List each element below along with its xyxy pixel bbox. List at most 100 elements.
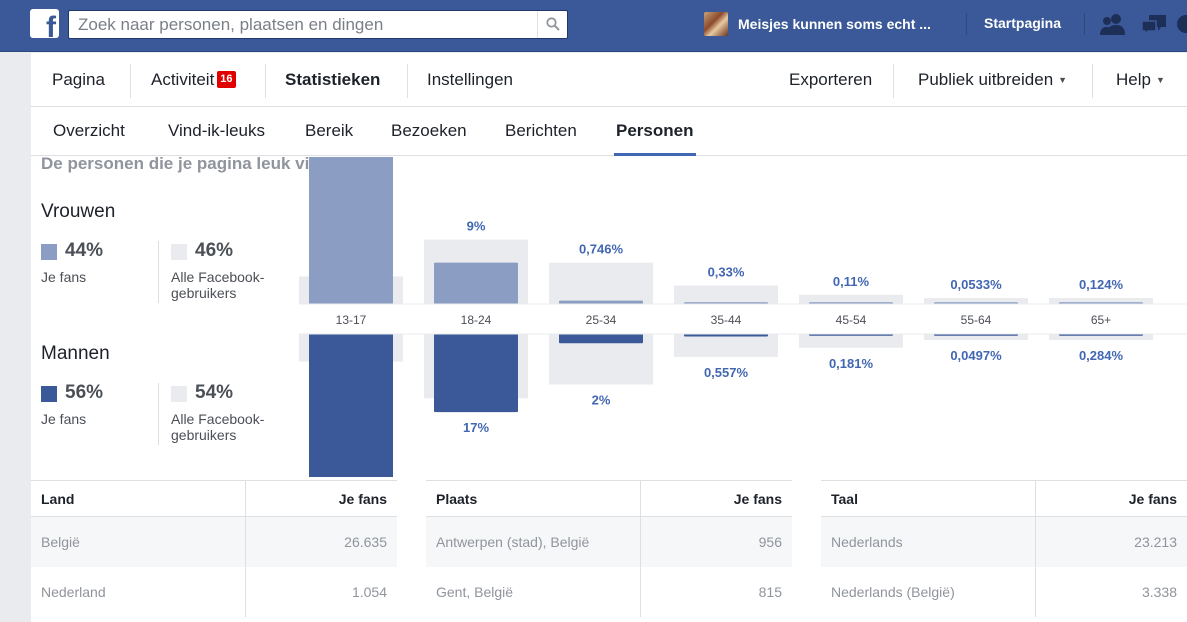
messages-icon[interactable] (1140, 12, 1168, 36)
friend-requests-icon[interactable] (1099, 12, 1127, 36)
city-name: Antwerpen (stad), België (436, 534, 590, 550)
nav-instellingen[interactable]: Instellingen (427, 70, 514, 89)
women-fans-swatch (41, 244, 57, 260)
tab-bezoeken[interactable]: Bezoeken (391, 121, 467, 140)
table-header: Plaats Je fans (426, 480, 792, 517)
men-all-users-bar (924, 334, 1028, 340)
divider (265, 64, 266, 98)
men-fans-swatch (41, 386, 57, 402)
table-row: Nederlands 23.213 (821, 517, 1187, 567)
table-row: Antwerpen (stad), België 956 (426, 517, 792, 567)
table-row: Nederland 1.054 (31, 567, 397, 617)
language-name: Nederlands (België) (831, 584, 955, 600)
divider (158, 241, 159, 303)
notifications-icon[interactable] (1176, 12, 1187, 36)
promote-label: Publiek uitbreiden (918, 70, 1054, 89)
divider (407, 64, 408, 98)
men-data-label: 0,0497% (950, 348, 1002, 363)
women-all-users-bar (1049, 298, 1153, 304)
section-title: De personen die je pagina leuk vinden. (41, 154, 355, 173)
women-all-label-1: Alle Facebook- (171, 269, 265, 285)
women-fans-bar (559, 300, 643, 304)
men-all-swatch (171, 386, 187, 402)
women-data-label: 0,33% (708, 265, 745, 280)
language-table: Taal Je fans Nederlands 23.213 Nederland… (821, 480, 1187, 617)
women-all-users-bar (799, 294, 903, 304)
fan-count: 1.054 (351, 584, 387, 600)
help-dropdown[interactable]: Help ▼ (1116, 53, 1165, 107)
promote-dropdown[interactable]: Publiek uitbreiden ▼ (918, 53, 1067, 107)
men-data-label: 0,284% (1079, 348, 1124, 363)
caret-down-icon: ▼ (1058, 75, 1068, 85)
avatar (704, 12, 728, 36)
divider (1092, 64, 1093, 98)
women-all-users-bar (674, 285, 778, 304)
export-button[interactable]: Exporteren (789, 70, 873, 89)
divider (130, 64, 131, 98)
home-link[interactable]: Startpagina (984, 15, 1062, 31)
divider (966, 13, 967, 35)
column-header-fans: Je fans (338, 491, 387, 507)
column-header-country: Land (41, 491, 75, 507)
age-tick-label: 65+ (1091, 313, 1111, 327)
activity-count-badge: 16 (217, 71, 236, 88)
women-all-swatch (171, 244, 187, 260)
nav-activiteit-label: Activiteit (151, 70, 215, 89)
women-data-label: 0,11% (833, 274, 870, 289)
tab-berichten[interactable]: Berichten (505, 121, 577, 140)
top-bar: f Meisjes kunnen soms echt ... Startpagi… (0, 0, 1187, 52)
women-data-label: 0,124% (1079, 277, 1124, 292)
search-icon (546, 17, 560, 31)
divider (158, 383, 159, 445)
women-fans-percent: 44% (65, 240, 104, 261)
men-fans-label: Je fans (41, 411, 87, 427)
column-header-city: Plaats (436, 491, 478, 507)
age-tick-label: 18-24 (461, 313, 492, 327)
men-data-label: 2% (592, 393, 611, 408)
column-header-language: Taal (831, 491, 858, 507)
table-row: België 26.635 (31, 517, 397, 567)
women-all-percent: 46% (195, 240, 234, 261)
search-button[interactable] (537, 11, 567, 38)
tab-vind-ik-leuks[interactable]: Vind-ik-leuks (168, 121, 266, 140)
fan-count: 956 (758, 534, 782, 550)
men-data-label: 17% (463, 420, 489, 435)
insights-sub-nav: Overzicht Vind-ik-leuks Bereik Bezoeken … (31, 108, 1187, 156)
women-all-users-bar (924, 298, 1028, 304)
fan-count: 23.213 (1134, 534, 1177, 550)
nav-pagina[interactable]: Pagina (52, 70, 105, 89)
nav-statistieken[interactable]: Statistieken (285, 70, 381, 89)
women-all-users-bar (549, 262, 653, 304)
men-fans-bar (434, 334, 518, 413)
men-fans-percent: 56% (65, 382, 104, 403)
men-all-label-1: Alle Facebook- (171, 411, 265, 427)
men-all-users-bar (674, 334, 778, 357)
fan-count: 26.635 (344, 534, 387, 550)
facebook-logo-icon[interactable]: f (30, 9, 59, 38)
tab-overzicht[interactable]: Overzicht (53, 121, 125, 140)
men-all-percent: 54% (195, 382, 234, 403)
men-fans-bar (309, 334, 393, 477)
column-header-fans: Je fans (733, 491, 782, 507)
men-fans-bar (559, 334, 643, 344)
profile-link[interactable]: Meisjes kunnen soms echt ... (704, 11, 931, 37)
city-name: Gent, België (436, 584, 514, 600)
caret-down-icon: ▼ (1155, 75, 1165, 85)
table-header: Land Je fans (31, 480, 397, 517)
women-fans-bar (309, 157, 393, 304)
divider (893, 64, 894, 98)
insights-panel: Pagina Activiteit 16 Statistieken Instell… (31, 53, 1187, 622)
country-name: België (41, 534, 80, 550)
women-all-label-2: gebruikers (171, 285, 237, 301)
country-name: Nederland (41, 584, 106, 600)
active-tab-indicator (614, 153, 696, 156)
search-input[interactable] (69, 11, 533, 38)
nav-activiteit[interactable]: Activiteit 16 (151, 53, 236, 107)
tab-bereik[interactable]: Bereik (305, 121, 354, 140)
tab-personen[interactable]: Personen (616, 121, 694, 140)
women-fans-label: Je fans (41, 269, 87, 285)
women-legend-title: Vrouwen (41, 201, 116, 222)
women-data-label: 0,0533% (950, 277, 1002, 292)
divider (1084, 13, 1085, 35)
men-all-label-2: gebruikers (171, 427, 237, 443)
